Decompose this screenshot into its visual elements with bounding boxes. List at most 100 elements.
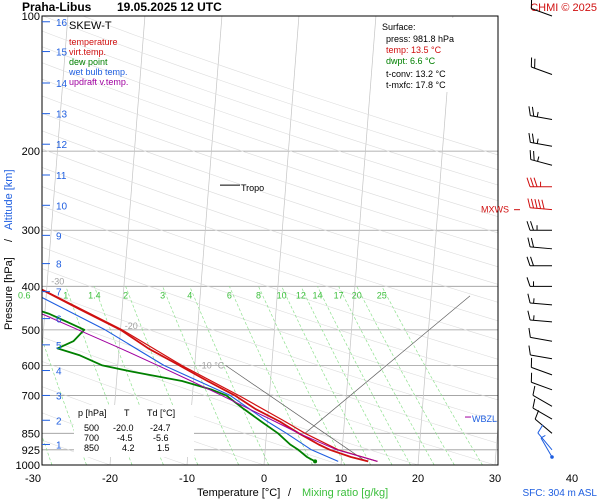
tropopause-label: Tropo (241, 183, 264, 193)
series-temperature (42, 288, 369, 463)
wind-barb (527, 237, 553, 250)
wind-barb-staff (532, 407, 553, 420)
wind-barb-feather (531, 133, 535, 144)
isotherm-label: -10 °C (199, 360, 225, 370)
dry-adiabat (82, 16, 498, 156)
dry-adiabat (42, 130, 498, 285)
wind-barb (526, 177, 552, 188)
legend-virt-temp: virt.temp. (69, 47, 106, 57)
wind-barb-feather (528, 132, 531, 143)
pressure-tick-label: 300 (22, 225, 40, 237)
x-axis-label-separator: / (288, 487, 292, 499)
wind-barb-half-feather (536, 138, 539, 144)
temperature-tick-label: 20 (412, 473, 424, 485)
isotherm-label: -20 (125, 321, 138, 331)
wind-barb (526, 221, 552, 231)
surface-pressure: press: 981.8 hPa (386, 34, 454, 44)
altitude-tick-label: 14 (56, 79, 68, 90)
mixing-ratio-line (356, 286, 455, 465)
wind-barb-feather (526, 277, 531, 287)
wind-barb-feather (537, 199, 542, 209)
temperature-tick-label: 0 (261, 473, 267, 485)
table-row-3-t: 4.2 (122, 443, 135, 453)
wind-barb (532, 398, 553, 420)
pressure-tick-label: 850 (22, 428, 40, 440)
y-axis-label-separator: / (3, 238, 15, 242)
table-row-1-p: 500 (84, 423, 99, 433)
wind-barb (527, 293, 553, 306)
mixing-ratio-label: 6 (227, 290, 232, 300)
table-row-2-p: 700 (84, 433, 99, 443)
wind-barb-staff (531, 381, 553, 391)
mixing-ratio-line (381, 286, 483, 465)
wind-barb (532, 385, 553, 407)
wind-barb-feather (528, 106, 531, 116)
pressure-tick-label: 200 (22, 146, 40, 158)
dry-adiabat (42, 95, 498, 250)
dry-adiabat (42, 78, 498, 234)
surface-t-mxfc: t-mxfc: 17.8 °C (386, 80, 446, 90)
wind-barb-feather (541, 199, 545, 210)
wind-barb (528, 327, 553, 342)
altitude-tick-label: 15 (56, 48, 68, 59)
wind-barb (527, 198, 553, 211)
wind-barb-feather (527, 293, 531, 304)
dry-adiabat (42, 246, 498, 401)
mixing-ratio-line (162, 286, 240, 465)
dry-adiabat (42, 336, 419, 465)
chart-title: SKEW-T (69, 20, 112, 32)
wind-barb-staff (531, 366, 553, 376)
dry-adiabat (42, 112, 498, 268)
table-header-p: p [hPa] (78, 408, 107, 418)
dry-adiabat (42, 46, 498, 201)
surface-temperature: temp: 13.5 °C (386, 45, 442, 55)
convection-guide-line (304, 295, 471, 434)
wind-barb-feather (532, 385, 536, 396)
pressure-tick-label: 100 (22, 11, 40, 23)
mixing-ratio-line (189, 286, 270, 465)
isotherm-line (42, 16, 69, 354)
isotherm-line (109, 16, 146, 465)
wind-barb-staff (532, 394, 553, 407)
copyright-label: CHMI © 2025 (530, 2, 597, 14)
wind-barb (540, 435, 553, 458)
wind-barb-half-feather (536, 111, 539, 117)
wind-barb-feather (533, 177, 538, 187)
pressure-tick-label: 500 (22, 325, 40, 337)
wind-barbs (526, 0, 554, 459)
wind-barb-feather (532, 398, 536, 409)
altitude-tick-label: 9 (56, 231, 62, 242)
dry-adiabat (42, 205, 498, 360)
wind-barb (530, 357, 553, 376)
wind-barb-feather (530, 237, 535, 248)
dry-adiabat (42, 62, 498, 217)
wind-barb-feather (533, 150, 535, 161)
wind-barb-staff (540, 437, 553, 458)
altitude-tick-label: 13 (56, 110, 68, 121)
legend-dew-point: dew point (69, 57, 108, 67)
wind-barb-staff (530, 336, 553, 342)
level-table: p [hPa] T Td [°C] 500 -20.0 -24.7 700 -4… (74, 405, 194, 457)
surface-wind-dot (550, 455, 554, 459)
plot-frame (41, 15, 499, 466)
surface-info-box: Surface: press: 981.8 hPa temp: 13.5 °C … (380, 18, 480, 92)
wind-barb-feather (528, 327, 531, 338)
x-axis-label-temperature: Temperature [°C] (197, 487, 280, 499)
altitude-tick-label: 1 (56, 441, 62, 452)
dry-adiabat (42, 361, 342, 465)
table-row-3-p: 850 (84, 443, 99, 453)
altitude-tick-label: 7 (56, 288, 62, 299)
wind-barb-staff (531, 8, 553, 17)
isotherm-line (494, 421, 498, 465)
surface-t-conv: t-conv: 13.2 °C (386, 69, 446, 79)
temperature-tick-label: -20 (102, 473, 118, 485)
altitude-tick-label: 5 (56, 341, 62, 352)
legend: SKEW-T temperature virt.temp. dew point … (68, 20, 128, 87)
isotherm-line (186, 16, 223, 465)
wind-barb-half-feather (540, 435, 546, 439)
wind-barb (530, 0, 553, 17)
legend-wet-bulb: wet bulb temp. (68, 67, 128, 77)
dry-adiabat (42, 167, 498, 322)
wind-barb-feather (526, 256, 531, 266)
mixing-ratio-label: 14 (312, 290, 322, 300)
